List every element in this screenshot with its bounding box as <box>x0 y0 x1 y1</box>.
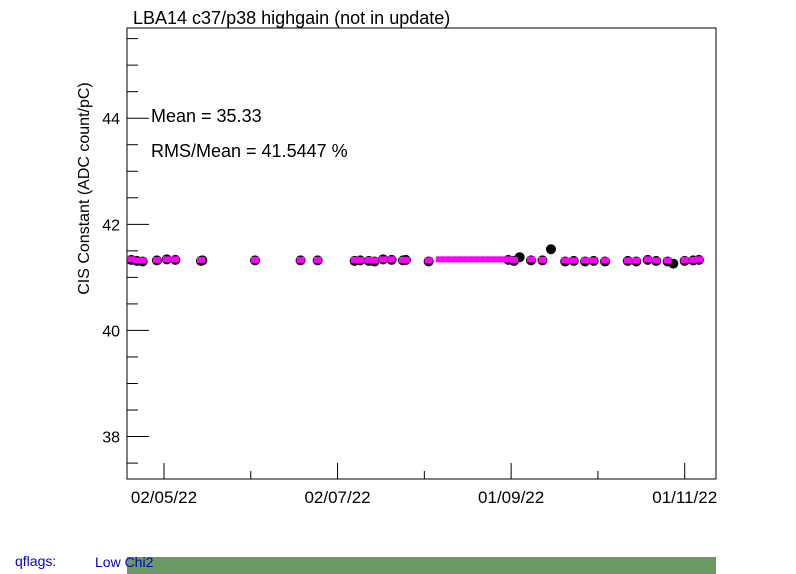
update-flag-point <box>162 256 171 263</box>
update-flag-point <box>132 257 141 264</box>
y-tick-label: 42 <box>102 217 120 234</box>
update-flag-point <box>251 256 260 263</box>
x-tick-label: 02/05/22 <box>131 488 197 507</box>
update-flag-point <box>601 257 610 264</box>
update-flag-point <box>424 257 433 264</box>
y-tick-label: 40 <box>102 323 120 340</box>
update-flag-point <box>447 256 456 263</box>
x-tick-label: 02/07/22 <box>304 488 370 507</box>
update-flag-point <box>435 256 444 263</box>
update-flag-point <box>481 256 490 263</box>
update-flag-point <box>364 256 373 263</box>
update-flag-point <box>504 256 513 263</box>
update-flag-point <box>313 256 322 263</box>
update-flag-point <box>370 257 379 264</box>
y-tick-label: 38 <box>102 430 120 447</box>
update-flag-point <box>680 256 689 263</box>
update-flag-point <box>453 256 462 263</box>
update-flag-point <box>356 256 365 263</box>
update-flag-point <box>663 257 672 264</box>
update-flag-point <box>470 256 479 263</box>
update-flag-point <box>689 256 698 263</box>
update-flag-point <box>152 256 161 263</box>
update-flag-point <box>538 256 547 263</box>
update-flag-point <box>652 257 661 264</box>
update-flag-point <box>475 256 484 263</box>
x-tick-label: 01/09/22 <box>478 488 544 507</box>
update-flag-point <box>561 257 570 264</box>
update-flag-point <box>458 256 467 263</box>
update-flag-point <box>569 257 578 264</box>
y-tick-label: 44 <box>102 111 120 128</box>
mean-stat: Mean = 35.33 <box>151 106 262 126</box>
update-flag-point <box>509 256 518 263</box>
update-flag-point <box>632 257 641 264</box>
update-flag-point <box>464 256 473 263</box>
update-flag-point <box>296 256 305 263</box>
update-flag-point <box>589 257 598 264</box>
update-flag-point <box>581 257 590 264</box>
y-axis-label: CIS Constant (ADC count/pC) <box>76 82 93 295</box>
update-flag-point <box>350 256 359 263</box>
chart-title: LBA14 c37/p38 highgain (not in update) <box>133 8 450 28</box>
update-flag-point <box>387 256 396 263</box>
update-flag-point <box>379 256 388 263</box>
update-flag-point <box>498 256 507 263</box>
data-point <box>545 244 556 255</box>
update-flag-point <box>138 257 147 264</box>
x-tick-label: 01/11/22 <box>652 488 717 507</box>
qflags-item-low-chi2: Low Chi2 <box>95 554 154 570</box>
update-flag-point <box>492 256 501 263</box>
update-flag-point <box>623 257 632 264</box>
update-flag-point <box>196 256 205 263</box>
rms-stat: RMS/Mean = 41.5447 % <box>151 141 348 161</box>
update-flag-point <box>643 256 652 263</box>
update-flag-point <box>527 256 536 263</box>
update-flag-point <box>487 256 496 263</box>
update-flag-point <box>127 256 136 263</box>
qflags-bar <box>127 557 716 574</box>
update-flag-point <box>441 256 450 263</box>
plot-frame <box>126 27 717 480</box>
update-flag-point <box>171 256 180 263</box>
qflags-label: qflags: <box>15 553 57 569</box>
update-flag-point <box>694 256 703 263</box>
update-flag-point <box>401 256 410 263</box>
